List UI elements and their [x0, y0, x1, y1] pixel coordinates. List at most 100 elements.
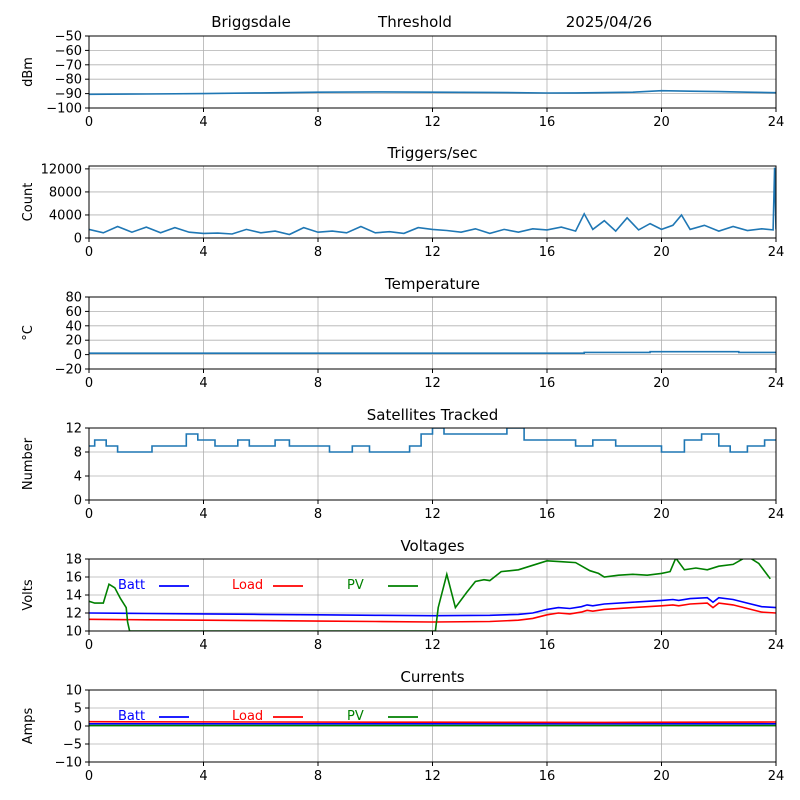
- x-tick-label: 16: [539, 115, 556, 130]
- y-tick-label: −5: [63, 738, 82, 753]
- chart-signal: 0 4 8 12 16 20 24 −100−90−80−70−60−50 dBm: [21, 30, 784, 131]
- legend-label-batt: Batt: [118, 709, 145, 724]
- chart-currents: 0 4 8 12 16 20 24 −10 −5 0 5 10 Currents Amps Batt Load…: [21, 668, 784, 784]
- legend-label-batt: Batt: [118, 578, 145, 593]
- x-tick-label: 24: [768, 507, 785, 522]
- x-tick-label: 8: [314, 638, 322, 653]
- x-tick-label: 20: [653, 507, 670, 522]
- y-axis-label: Number: [21, 437, 36, 490]
- y-tick-label: 4: [74, 470, 82, 485]
- series-line-pv: [89, 559, 771, 631]
- y-axis-label: °C: [21, 325, 36, 341]
- y-tick-label: 80: [65, 291, 82, 306]
- y-tick-label: −20: [55, 363, 82, 378]
- y-tick-label: 5: [74, 702, 82, 717]
- chart-title: Voltages: [400, 537, 464, 555]
- y-tick-label: 40: [65, 319, 82, 334]
- legend-label-load: Load: [232, 709, 263, 724]
- y-tick-label: −60: [55, 44, 82, 59]
- header: Briggsdale Threshold 2025/04/26: [211, 13, 652, 31]
- chart-title: Currents: [400, 668, 464, 686]
- y-tick-label: 0: [74, 494, 82, 509]
- y-tick-label: 60: [65, 305, 82, 320]
- x-tick-label: 0: [85, 638, 93, 653]
- y-tick-label: 12000: [41, 162, 82, 177]
- x-tick-label: 20: [653, 245, 670, 260]
- y-tick-label: 8: [74, 446, 82, 461]
- chart-title: Triggers/sec: [387, 144, 478, 162]
- x-tick-label: 24: [768, 245, 785, 260]
- x-tick-label: 12: [424, 638, 441, 653]
- x-tick-label: 16: [539, 245, 556, 260]
- y-tick-label: 0: [74, 720, 82, 735]
- x-tick-label: 12: [424, 769, 441, 784]
- y-tick-label: −100: [46, 102, 82, 117]
- series-line-batt: [89, 596, 776, 617]
- x-tick-label: 0: [85, 115, 93, 130]
- y-tick-label: 12: [65, 607, 82, 622]
- y-tick-label: 10: [65, 625, 82, 640]
- y-tick-label: 16: [65, 571, 82, 586]
- x-tick-label: 8: [314, 507, 322, 522]
- x-tick-label: 0: [85, 769, 93, 784]
- x-tick-label: 0: [85, 245, 93, 260]
- x-tick-label: 20: [653, 115, 670, 130]
- date-label: 2025/04/26: [566, 13, 652, 31]
- y-tick-label: −50: [55, 30, 82, 45]
- x-tick-label: 8: [314, 769, 322, 784]
- chart-title: Temperature: [384, 275, 480, 293]
- x-tick-label: 20: [653, 769, 670, 784]
- series-line: [89, 89, 776, 96]
- y-tick-label: 14: [65, 589, 82, 604]
- x-tick-label: 20: [653, 376, 670, 391]
- station-name: Briggsdale: [211, 13, 291, 31]
- x-tick-label: 12: [424, 376, 441, 391]
- y-tick-label: −90: [55, 87, 82, 102]
- series-line: [89, 167, 776, 236]
- x-tick-label: 12: [424, 507, 441, 522]
- y-axis-label: Amps: [21, 707, 36, 744]
- y-tick-label: 10: [65, 684, 82, 699]
- chart-title: Satellites Tracked: [367, 406, 498, 424]
- y-tick-label: 20: [65, 334, 82, 349]
- x-tick-label: 4: [199, 638, 207, 653]
- x-tick-label: 8: [314, 376, 322, 391]
- x-tick-label: 16: [539, 769, 556, 784]
- x-tick-label: 12: [424, 245, 441, 260]
- chart-voltages: 0 4 8 12 16 20 24 10 12 14 16 18 Voltages Volts Batt Lo…: [21, 537, 784, 653]
- y-tick-label: −10: [55, 756, 82, 771]
- x-tick-label: 0: [85, 507, 93, 522]
- x-tick-label: 24: [768, 769, 785, 784]
- y-tick-label: −70: [55, 58, 82, 73]
- chart-triggers: 0 4 8 12 16 20 24 0 4000 8000 12000 Triggers/sec Cou…: [21, 144, 784, 260]
- series-line-load: [89, 602, 776, 623]
- x-tick-label: 12: [424, 115, 441, 130]
- x-tick-label: 8: [314, 245, 322, 260]
- y-axis-label: dBm: [21, 57, 36, 87]
- y-tick-label: 12: [65, 422, 82, 437]
- x-tick-label: 24: [768, 376, 785, 391]
- x-tick-label: 16: [539, 638, 556, 653]
- chart-satellites: 0 4 8 12 16 20 24 0 4 8 12 Satellites Tracked Number: [21, 406, 784, 522]
- mode-label: Threshold: [377, 13, 452, 31]
- x-tick-label: 4: [199, 769, 207, 784]
- y-tick-label: 4000: [49, 208, 82, 223]
- y-axis-label: Volts: [21, 579, 36, 611]
- x-tick-label: 20: [653, 638, 670, 653]
- x-tick-label: 24: [768, 115, 785, 130]
- x-tick-label: 0: [85, 376, 93, 391]
- y-tick-label: 18: [65, 553, 82, 568]
- series-line-load: [89, 720, 776, 724]
- y-tick-label: −80: [55, 73, 82, 88]
- series-line: [89, 350, 776, 355]
- x-tick-label: 24: [768, 638, 785, 653]
- series-line: [89, 428, 776, 453]
- x-tick-label: 4: [199, 507, 207, 522]
- x-tick-label: 8: [314, 115, 322, 130]
- y-tick-label: 8000: [49, 185, 82, 200]
- y-tick-label: 0: [74, 348, 82, 363]
- y-axis-label: Count: [21, 183, 36, 222]
